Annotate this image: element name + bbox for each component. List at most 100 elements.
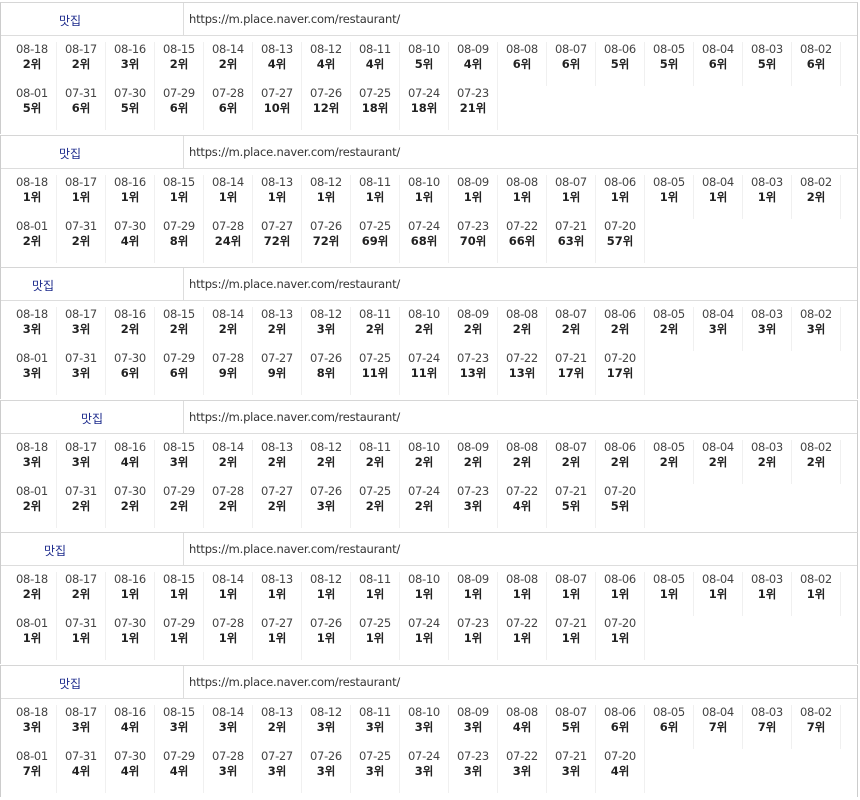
rank-cell: 07-26 1위 (302, 616, 351, 660)
date-label: 07-31 (65, 616, 97, 630)
date-label: 08-15 (163, 705, 195, 719)
rank-cell: 07-29 6위 (155, 86, 204, 130)
rank-cell: 08-11 1위 (351, 175, 400, 219)
date-label: 07-29 (163, 616, 195, 630)
rank-cell: 08-06 2위 (596, 307, 645, 351)
rank-cell: 08-07 5위 (547, 705, 596, 749)
date-label: 08-07 (555, 572, 587, 586)
rank-value: 2위 (512, 455, 532, 469)
rank-value: 11위 (361, 366, 389, 380)
rank-cell: 07-25 3위 (351, 749, 400, 793)
rank-cell: 07-29 2위 (155, 484, 204, 528)
date-label: 08-18 (16, 42, 48, 56)
rank-cell: 07-28 24위 (204, 219, 253, 263)
rank-value: 2위 (169, 322, 189, 336)
rank-cell: 08-12 2위 (302, 440, 351, 484)
date-label: 08-14 (212, 705, 244, 719)
rank-value: 3위 (267, 764, 287, 778)
date-label: 08-13 (261, 440, 293, 454)
date-label: 07-24 (408, 351, 440, 365)
rank-value: 3위 (512, 764, 532, 778)
rank-cell: 08-18 3위 (8, 307, 57, 351)
date-label: 08-06 (604, 307, 636, 321)
date-label: 07-29 (163, 749, 195, 763)
rank-value: 17위 (606, 366, 634, 380)
rank-value: 2위 (71, 499, 91, 513)
rank-cell: 07-23 70위 (449, 219, 498, 263)
rank-cell: 08-15 2위 (155, 307, 204, 351)
date-label: 08-01 (16, 616, 48, 630)
rank-cell: 07-23 3위 (449, 749, 498, 793)
place-url[interactable]: https://m.place.naver.com/restaurant/ (189, 410, 401, 424)
date-label: 07-27 (261, 484, 293, 498)
rank-cell: 08-17 3위 (57, 705, 106, 749)
date-label: 07-30 (114, 749, 146, 763)
rank-value: 1위 (610, 190, 630, 204)
date-label: 08-06 (604, 440, 636, 454)
rank-cell: 07-22 13위 (498, 351, 547, 395)
date-label: 08-17 (65, 42, 97, 56)
place-url[interactable]: https://m.place.naver.com/restaurant/ (189, 12, 401, 26)
rank-value: 1위 (806, 587, 826, 601)
rank-value: 4위 (120, 455, 140, 469)
date-label: 07-27 (261, 86, 293, 100)
rank-cell: 07-24 68위 (400, 219, 449, 263)
rank-value: 3위 (463, 499, 483, 513)
rank-cell: 08-05 1위 (645, 175, 694, 219)
rank-value: 9위 (218, 366, 238, 380)
rank-value: 2위 (267, 720, 287, 734)
rank-cell: 08-08 2위 (498, 440, 547, 484)
rank-value: 1위 (561, 587, 581, 601)
rank-grid: 08-18 3위 08-17 3위 08-16 4위 08-15 3위 08-14 3위 08-13… (8, 705, 848, 793)
place-url[interactable]: https://m.place.naver.com/restaurant/ (189, 145, 401, 159)
rank-cell: 08-08 4위 (498, 705, 547, 749)
rank-value: 3위 (218, 720, 238, 734)
date-label: 07-28 (212, 749, 244, 763)
rank-value: 5위 (120, 101, 140, 115)
date-label: 08-08 (506, 307, 538, 321)
date-label: 08-18 (16, 175, 48, 189)
rank-cell: 08-15 2위 (155, 42, 204, 86)
date-label: 07-30 (114, 86, 146, 100)
date-label: 08-03 (751, 42, 783, 56)
rank-cell: 08-03 2위 (743, 440, 792, 484)
rank-value: 2위 (120, 499, 140, 513)
date-label: 08-15 (163, 42, 195, 56)
rank-value: 3위 (463, 720, 483, 734)
date-label: 08-05 (653, 175, 685, 189)
place-url[interactable]: https://m.place.naver.com/restaurant/ (189, 277, 401, 291)
rank-grid: 08-18 1위 08-17 1위 08-16 1위 08-15 1위 08-14 1위 08-13… (8, 175, 848, 263)
date-label: 07-28 (212, 351, 244, 365)
rank-value: 1위 (659, 587, 679, 601)
rank-value: 57위 (606, 234, 634, 248)
rank-value: 2위 (463, 455, 483, 469)
date-label: 08-04 (702, 175, 734, 189)
rank-cell: 08-04 7위 (694, 705, 743, 749)
date-label: 08-14 (212, 307, 244, 321)
date-label: 07-31 (65, 219, 97, 233)
place-url[interactable]: https://m.place.naver.com/restaurant/ (189, 675, 401, 689)
rank-cell: 08-17 2위 (57, 572, 106, 616)
rank-value: 3위 (316, 720, 336, 734)
rank-cell: 08-10 3위 (400, 705, 449, 749)
date-label: 08-17 (65, 705, 97, 719)
date-label: 08-16 (114, 175, 146, 189)
rank-value: 1위 (71, 631, 91, 645)
date-label: 07-23 (457, 351, 489, 365)
rank-value: 6위 (708, 57, 728, 71)
rank-value: 2위 (218, 455, 238, 469)
date-label: 07-25 (359, 86, 391, 100)
place-url[interactable]: https://m.place.naver.com/restaurant/ (189, 542, 401, 556)
rank-cell: 08-02 7위 (792, 705, 841, 749)
rank-cell: 08-10 2위 (400, 440, 449, 484)
date-label: 08-03 (751, 572, 783, 586)
rank-cell: 08-03 3위 (743, 307, 792, 351)
rank-cell: 08-07 2위 (547, 440, 596, 484)
rank-value: 5위 (610, 57, 630, 71)
rank-value: 2위 (414, 455, 434, 469)
rank-value: 3위 (120, 57, 140, 71)
date-label: 08-07 (555, 175, 587, 189)
rank-cell: 08-18 2위 (8, 572, 57, 616)
date-label: 07-26 (310, 616, 342, 630)
rank-value: 1위 (708, 587, 728, 601)
